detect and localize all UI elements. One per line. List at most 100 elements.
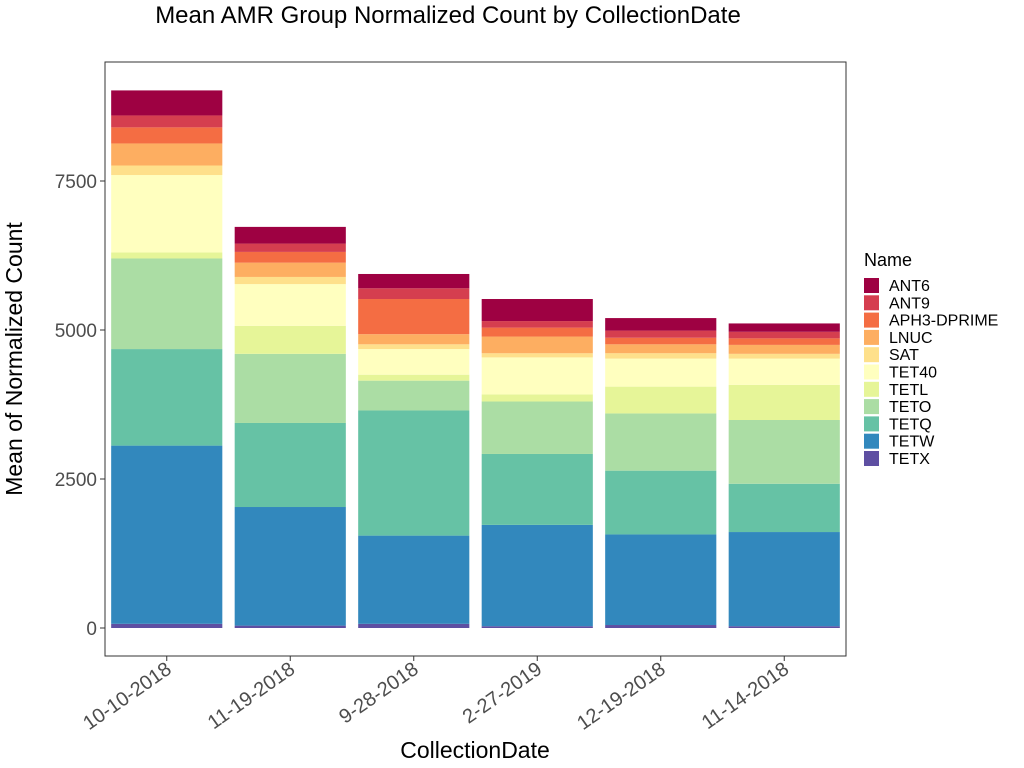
bar-segment-tetq-5 — [728, 483, 840, 533]
bar-segment-tetx-1 — [234, 625, 346, 628]
bar-segment-tetq-1 — [234, 422, 346, 508]
legend: Name ANT6ANT9APH3-DPRIMELNUCSATTET40TETL… — [864, 250, 998, 468]
legend-label-aph3-dprime: APH3-DPRIME — [889, 313, 998, 330]
bar-segment-ant9-4 — [605, 330, 717, 338]
y-tick-label: 5000 — [55, 321, 97, 342]
bar-segment-tet40-1 — [234, 284, 346, 326]
legend-swatch-teto — [864, 399, 879, 415]
x-axis: 10-10-2018 11-19-2018 9-28-2018 2-27-2019 12… — [79, 656, 793, 735]
bar-segment-lnuc-4 — [605, 344, 717, 354]
bar-segment-tetq-4 — [605, 470, 717, 535]
bar-segment-tet40-3 — [481, 357, 593, 395]
legend-swatch-lnuc — [864, 329, 879, 345]
x-tick-label: 2-27-2019 — [459, 658, 546, 728]
bar-segment-ant6-2 — [358, 273, 470, 289]
bar-segment-tetw-3 — [481, 524, 593, 627]
bar-segment-aph3-dprime-1 — [234, 251, 346, 263]
bar-segment-tetx-2 — [358, 623, 470, 628]
bar-segment-tetw-2 — [358, 535, 470, 624]
legend-label-lnuc: LNUC — [889, 330, 933, 347]
bar-segment-ant6-1 — [234, 226, 346, 244]
legend-swatch-ant9 — [864, 295, 879, 311]
y-axis-title: Mean of Normalized Count — [1, 222, 27, 496]
bar-segment-tetw-5 — [728, 532, 840, 627]
bar-segment-ant6-0 — [111, 90, 223, 116]
bar-segment-aph3-dprime-2 — [358, 299, 470, 335]
bar-segment-tetl-4 — [605, 386, 717, 414]
legend-label-tetx: TETX — [889, 451, 930, 468]
legend-label-tet40: TET40 — [889, 365, 937, 382]
legend-label-tetl: TETL — [889, 382, 928, 399]
bar-segment-sat-2 — [358, 344, 470, 350]
legend-swatch-aph3-dprime — [864, 312, 879, 328]
bar-segment-tetx-3 — [481, 626, 593, 628]
y-tick-label: 7500 — [55, 172, 97, 193]
chart-title: Mean AMR Group Normalized Count by Colle… — [155, 2, 741, 29]
bar-segment-ant6-3 — [481, 299, 593, 322]
bars-layer — [111, 90, 840, 628]
legend-swatch-tetw — [864, 433, 879, 449]
bar-segment-teto-5 — [728, 420, 840, 484]
y-tick-label: 2500 — [55, 470, 97, 491]
bar-segment-sat-0 — [111, 165, 223, 176]
bar-segment-aph3-dprime-3 — [481, 327, 593, 337]
bar-segment-teto-0 — [111, 258, 223, 350]
bar-segment-tetl-2 — [358, 374, 470, 381]
x-tick-label: 10-10-2018 — [79, 658, 175, 735]
bar-segment-tet40-2 — [358, 349, 470, 375]
legend-label-sat: SAT — [889, 347, 919, 364]
bar-segment-lnuc-1 — [234, 262, 346, 277]
bar-segment-tetw-0 — [111, 445, 223, 624]
bar-segment-tetl-5 — [728, 384, 840, 420]
bar-segment-tetl-0 — [111, 252, 223, 259]
bar-segment-tetw-4 — [605, 534, 717, 626]
bar-segment-teto-1 — [234, 353, 346, 423]
bar-segment-lnuc-5 — [728, 344, 840, 354]
legend-swatch-tet40 — [864, 364, 879, 380]
bar-segment-tetw-1 — [234, 507, 346, 626]
legend-swatch-ant6 — [864, 278, 879, 293]
legend-swatch-tetq — [864, 416, 879, 432]
legend-label-tetq: TETQ — [889, 416, 932, 433]
legend-swatch-tetl — [864, 381, 879, 397]
bar-segment-aph3-dprime-5 — [728, 338, 840, 345]
x-axis-title: CollectionDate — [400, 737, 550, 763]
y-tick-label: 0 — [86, 619, 97, 640]
bar-segment-aph3-dprime-4 — [605, 337, 717, 345]
legend-swatch-tetx — [864, 451, 879, 466]
legend-title: Name — [864, 250, 912, 270]
bar-segment-tetq-0 — [111, 349, 223, 446]
bar-segment-teto-3 — [481, 401, 593, 454]
bar-segment-tetl-3 — [481, 394, 593, 402]
bar-segment-lnuc-3 — [481, 336, 593, 354]
bar-segment-ant9-5 — [728, 331, 840, 339]
y-axis: 0 2500 5000 7500 — [55, 172, 105, 640]
bar-segment-tetx-0 — [111, 623, 223, 628]
bar-segment-ant9-3 — [481, 321, 593, 328]
bar-segment-tetl-1 — [234, 325, 346, 354]
bar-segment-ant9-2 — [358, 288, 470, 300]
bar-segment-ant9-1 — [234, 243, 346, 252]
bar-segment-lnuc-0 — [111, 143, 223, 166]
bar-segment-ant9-0 — [111, 115, 223, 128]
legend-label-ant9: ANT9 — [889, 295, 930, 312]
bar-segment-tetq-3 — [481, 453, 593, 525]
bar-segment-aph3-dprime-0 — [111, 127, 223, 144]
bar-segment-teto-2 — [358, 380, 470, 411]
bar-segment-sat-1 — [234, 276, 346, 285]
bar-segment-ant6-4 — [605, 318, 717, 331]
legend-label-tetw: TETW — [889, 434, 935, 451]
legend-label-ant6: ANT6 — [889, 278, 930, 295]
bar-segment-ant6-5 — [728, 323, 840, 332]
legend-swatch-sat — [864, 347, 879, 363]
bar-segment-sat-4 — [605, 353, 717, 359]
plot-panel — [104, 61, 847, 657]
bar-segment-sat-3 — [481, 353, 593, 358]
bar-segment-tetq-2 — [358, 410, 470, 536]
bar-segment-tetx-4 — [605, 625, 717, 628]
bar-segment-sat-5 — [728, 353, 840, 359]
legend-label-teto: TETO — [889, 399, 931, 416]
x-tick-label: 12-19-2018 — [573, 658, 669, 735]
bar-segment-lnuc-2 — [358, 334, 470, 345]
